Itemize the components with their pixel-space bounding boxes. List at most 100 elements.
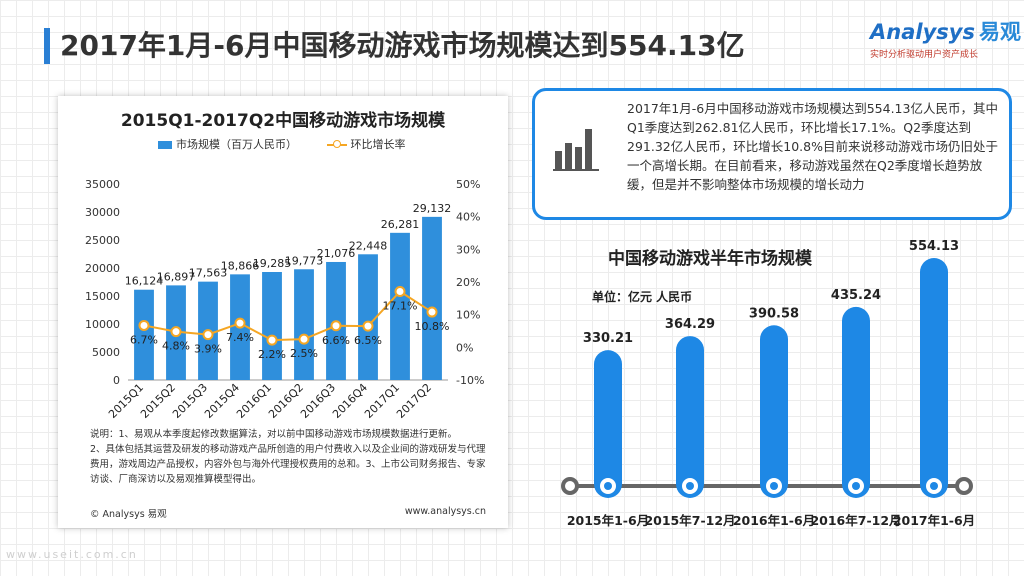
y2-tick-label: 50% — [456, 178, 480, 191]
quarterly-chart-title: 2015Q1-2017Q2中国移动游戏市场规模 — [120, 111, 446, 131]
half-year-bar — [842, 306, 870, 498]
growth-rate-point — [202, 329, 214, 341]
bar — [358, 254, 378, 380]
half-year-category-label: 2015年7-12月 — [644, 513, 736, 528]
half-year-value-label: 364.29 — [665, 317, 715, 332]
half-year-category-label: 2017年1-6月 — [892, 513, 976, 528]
bar — [262, 272, 282, 380]
bar-chart-icon — [553, 129, 599, 171]
growth-rate-label: 17.1% — [383, 299, 418, 312]
half-year-value-label: 330.21 — [583, 331, 633, 346]
growth-rate-point — [362, 320, 374, 332]
half-year-bar — [920, 258, 948, 498]
half-year-value-label: 390.58 — [749, 306, 799, 321]
growth-rate-label: 6.6% — [322, 334, 350, 347]
half-year-bar-dot-core — [770, 482, 778, 490]
bar-value-label: 18,866 — [221, 259, 260, 272]
quarterly-chart-plot: 35000 30000 25000 20000 15000 10000 5000 0 50% 40… — [85, 178, 484, 421]
y-tick-label: 35000 — [85, 178, 120, 191]
page-title: 2017年1月-6月中国移动游戏市场规模达到554.13亿 — [60, 29, 745, 62]
bar — [422, 216, 442, 380]
bar-value-label: 26,281 — [381, 218, 420, 231]
legend-line-label: 环比增长率 — [350, 138, 406, 151]
growth-rate-label: 3.9% — [194, 343, 222, 356]
growth-rate-label: 2.5% — [290, 347, 318, 360]
half-year-value-label: 554.13 — [909, 239, 959, 254]
half-year-chart-title: 中国移动游戏半年市场规模 — [608, 249, 812, 269]
half-year-category-label: 2016年1-6月 — [732, 513, 816, 528]
logo-brand-cn: 易观 — [978, 20, 1021, 44]
bar — [294, 269, 314, 380]
growth-rate-point — [298, 333, 310, 345]
bar-value-label: 16,124 — [125, 275, 164, 288]
y2-tick-label: 20% — [456, 276, 480, 289]
bar — [390, 232, 410, 380]
website-text: www.analysys.cn — [404, 506, 486, 517]
note-line-2: 2、具体包括其运营及研发的移动游戏产品所创造的用户付费收入以及企业间的游戏研发与… — [90, 444, 486, 485]
half-year-unit-label: 单位：亿元 人民币 — [592, 290, 693, 304]
growth-rate-point — [170, 326, 182, 338]
half-year-bar — [594, 350, 622, 498]
growth-rate-line — [143, 290, 433, 342]
chart-notes: 说明：1、易观从本季度起修改数据算法，对以前中国移动游戏市场规模数据进行更新。 … — [90, 427, 486, 487]
y-tick-label: 10000 — [85, 318, 120, 331]
bar-value-label: 19,285 — [253, 257, 292, 270]
growth-rate-point — [234, 317, 246, 329]
bar-value-label: 29,132 — [413, 202, 452, 215]
quarterly-chart-card: 2015Q1-2017Q2中国移动游戏市场规模 市场规模（百万人民币） 环比增长… — [58, 96, 508, 528]
y2-tick-label: -10% — [456, 374, 484, 387]
y2-tick-label: 0% — [456, 341, 473, 354]
half-year-bar-dot-core — [604, 482, 612, 490]
bar-value-label: 22,448 — [349, 239, 388, 252]
growth-rate-label: 6.5% — [354, 334, 382, 347]
y-tick-label: 30000 — [85, 206, 120, 219]
growth-rate-label: 7.4% — [226, 331, 254, 344]
y-tick-label: 0 — [113, 374, 120, 387]
quarterly-chart-legend: 市场规模（百万人民币） 环比增长率 — [158, 136, 406, 152]
description-text: 2017年1月-6月中国移动游戏市场规模达到554.13亿人民币，其中Q1季度达… — [627, 101, 998, 192]
bar-value-label: 19,773 — [285, 254, 324, 267]
growth-rate-point — [394, 285, 406, 297]
half-year-bar — [676, 336, 704, 498]
note-line-1: 说明：1、易观从本季度起修改数据算法，对以前中国移动游戏市场规模数据进行更新。 — [90, 429, 458, 440]
half-year-category-label: 2015年1-6月 — [566, 513, 650, 528]
growth-rate-point — [266, 334, 278, 346]
bar — [134, 289, 154, 380]
growth-rate-label: 10.8% — [415, 320, 450, 333]
title-accent-bar — [44, 28, 50, 64]
copyright-text: © Analysys 易观 — [90, 509, 167, 520]
timeline-start-cap — [561, 477, 579, 495]
half-year-bar-dot-core — [686, 482, 694, 490]
growth-rate-point — [426, 306, 438, 318]
y2-tick-label: 30% — [456, 243, 480, 256]
timeline-end-cap — [955, 477, 973, 495]
growth-rate-point — [330, 320, 342, 332]
analysys-logo: Analysys 易观 实时分析驱动用户资产成长 — [870, 16, 1021, 62]
y-tick-label: 20000 — [85, 262, 120, 275]
half-year-category-label: 2016年7-12月 — [810, 513, 902, 528]
card-footer: © Analysys 易观 www.analysys.cn — [90, 506, 486, 520]
growth-rate-point — [138, 319, 150, 331]
legend-bar-swatch — [158, 141, 172, 149]
half-year-value-label: 435.24 — [831, 288, 881, 303]
y-tick-label: 15000 — [85, 290, 120, 303]
growth-rate-label: 6.7% — [130, 333, 158, 346]
description-box: 2017年1月-6月中国移动游戏市场规模达到554.13亿人民币，其中Q1季度达… — [532, 88, 1012, 220]
logo-brand: Analysys — [870, 20, 975, 44]
y-tick-label: 5000 — [92, 346, 120, 359]
half-year-bar-dot-core — [852, 482, 860, 490]
watermark-text: www.useit.com.cn — [6, 548, 138, 561]
logo-tagline: 实时分析驱动用户资产成长 — [870, 50, 979, 60]
y-tick-label: 25000 — [85, 234, 120, 247]
y2-tick-label: 40% — [456, 211, 480, 224]
bar-value-label: 21,076 — [317, 247, 356, 260]
growth-rate-label: 2.2% — [258, 348, 286, 361]
bar-value-label: 16,897 — [157, 270, 196, 283]
legend-line-swatch — [326, 140, 347, 148]
half-year-bar-dot-core — [930, 482, 938, 490]
x-tick-label: 2017Q2 — [394, 381, 434, 421]
half-year-bar — [760, 325, 788, 498]
legend-bar-label: 市场规模（百万人民币） — [176, 138, 297, 151]
growth-rate-label: 4.8% — [162, 340, 190, 353]
bar-value-label: 17,563 — [189, 267, 228, 280]
